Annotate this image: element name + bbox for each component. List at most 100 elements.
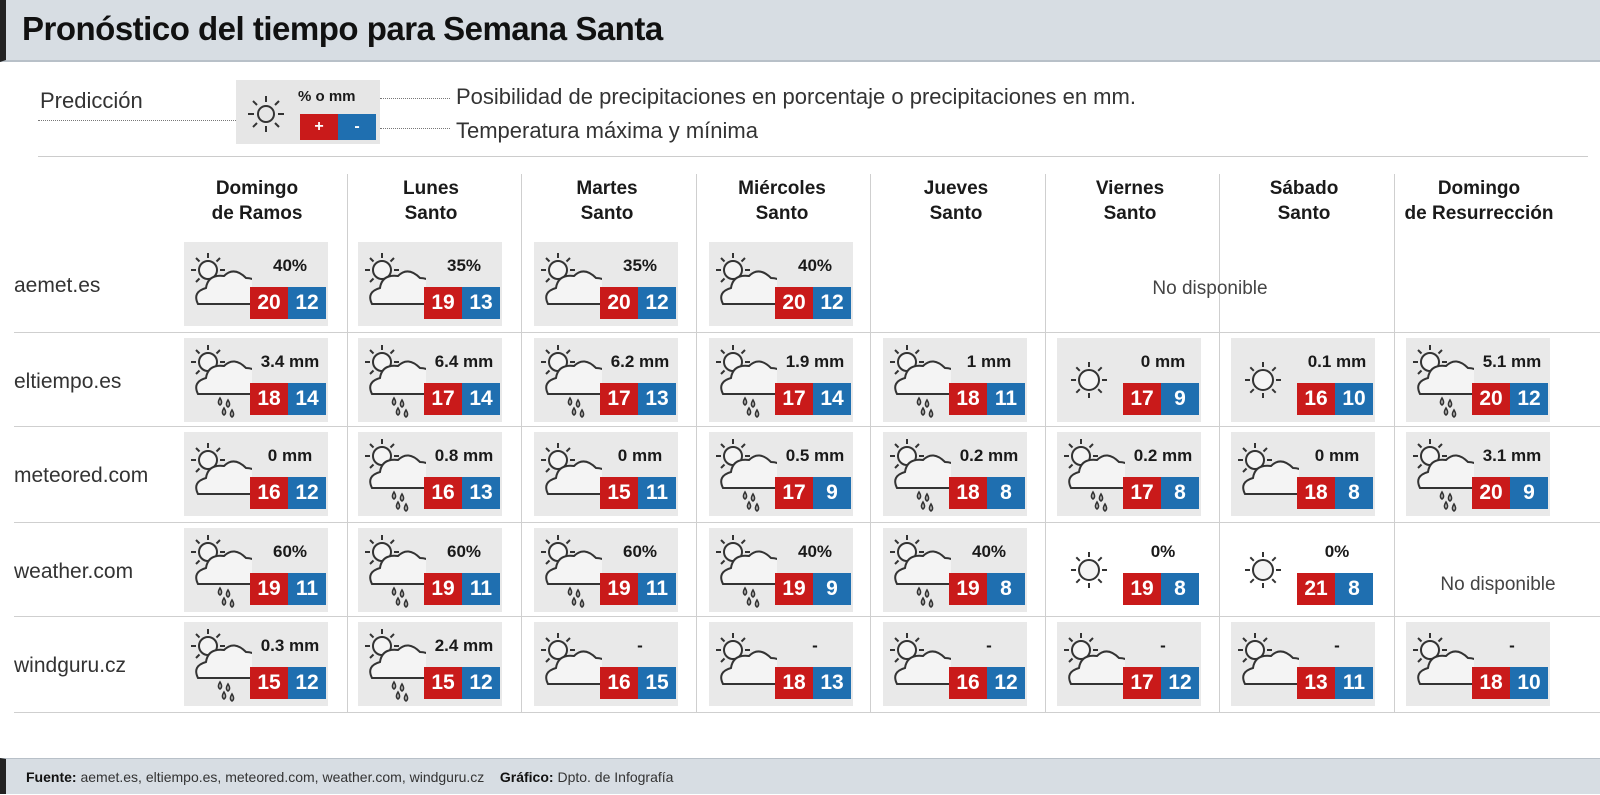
- precipitation-value: 6.2 mm: [610, 352, 670, 371]
- column-divider: [1219, 174, 1220, 712]
- legend-connector: [380, 128, 450, 129]
- precipitation-value: 0 mm: [267, 446, 313, 465]
- forecast-cell: - 18 13: [709, 622, 853, 706]
- precipitation-value: -: [1160, 636, 1166, 655]
- partly-cloudy-icon: [711, 626, 787, 704]
- precipitation-value: 0%: [1324, 542, 1350, 561]
- forecast-cell: 0 mm 15 11: [534, 432, 678, 516]
- day-header-line1: Sábado: [1269, 178, 1339, 199]
- not-available-label: No disponible: [1440, 574, 1556, 595]
- max-temp: 18: [250, 383, 288, 415]
- legend-temp-text: Temperatura máxima y mínima: [456, 118, 758, 143]
- max-temp: 16: [949, 667, 987, 699]
- day-header-line1: Jueves: [923, 178, 989, 199]
- max-temp: 19: [250, 573, 288, 605]
- precipitation-value: 1.9 mm: [785, 352, 845, 371]
- precipitation-value: 1 mm: [966, 352, 1012, 371]
- min-temp: 8: [1335, 477, 1373, 509]
- min-temp: 12: [987, 667, 1025, 699]
- partly-cloudy-icon: [885, 626, 961, 704]
- forecast-cell: 2.4 mm 15 12: [358, 622, 502, 706]
- day-header-line1: Domingo: [215, 178, 299, 199]
- min-temp: 9: [813, 477, 851, 509]
- min-temp: 15: [638, 667, 676, 699]
- min-temp: 10: [1335, 383, 1373, 415]
- precipitation-value: 60%: [272, 542, 308, 561]
- source-label: eltiempo.es: [14, 370, 122, 393]
- min-temp: 11: [1335, 667, 1373, 699]
- precipitation-value: 0 mm: [617, 446, 663, 465]
- forecast-cell: 1.9 mm 17 14: [709, 338, 853, 422]
- precipitation-value: -: [986, 636, 992, 655]
- rain-icon: [186, 626, 262, 704]
- rain-icon: [711, 342, 787, 420]
- partly-cloudy-icon: [1059, 626, 1135, 704]
- rain-icon: [536, 532, 612, 610]
- forecast-cell: - 17 12: [1057, 622, 1201, 706]
- precipitation-value: 60%: [446, 542, 482, 561]
- precipitation-value: 40%: [272, 256, 308, 275]
- min-temp: 11: [288, 573, 326, 605]
- precipitation-value: 5.1 mm: [1482, 352, 1542, 371]
- max-temp: 17: [1123, 383, 1161, 415]
- rain-icon: [536, 342, 612, 420]
- day-header-line2: de Ramos: [211, 203, 303, 224]
- forecast-cell: 1 mm 18 11: [883, 338, 1027, 422]
- forecast-cell: 0% 19 8: [1057, 528, 1201, 612]
- forecast-cell: 6.2 mm 17 13: [534, 338, 678, 422]
- min-temp: 10: [1510, 667, 1548, 699]
- rain-icon: [360, 532, 436, 610]
- forecast-cell: 35% 20 12: [534, 242, 678, 326]
- rain-icon: [885, 436, 961, 514]
- rain-icon: [360, 626, 436, 704]
- max-temp: 15: [424, 667, 462, 699]
- rain-icon: [360, 342, 436, 420]
- partly-cloudy-icon: [1408, 626, 1484, 704]
- max-temp: 18: [1297, 477, 1335, 509]
- min-temp: 8: [987, 573, 1025, 605]
- forecast-cell: 0.3 mm 15 12: [184, 622, 328, 706]
- forecast-cell: - 16 12: [883, 622, 1027, 706]
- max-temp: 19: [600, 573, 638, 605]
- rain-icon: [711, 532, 787, 610]
- max-temp: 16: [250, 477, 288, 509]
- precipitation-value: 40%: [797, 542, 833, 561]
- partly-cloudy-icon: [186, 246, 262, 324]
- max-temp: 17: [424, 383, 462, 415]
- precipitation-value: 60%: [622, 542, 658, 561]
- precipitation-value: 3.1 mm: [1482, 446, 1542, 465]
- column-divider: [870, 174, 871, 712]
- forecast-cell: 40% 20 12: [709, 242, 853, 326]
- forecast-cell: - 13 11: [1231, 622, 1375, 706]
- min-temp: 14: [462, 383, 500, 415]
- day-header-line2: Santo: [580, 203, 634, 224]
- sun-icon: [1233, 342, 1299, 420]
- rain-icon: [711, 436, 787, 514]
- max-temp: 19: [424, 287, 462, 319]
- row-divider: [14, 426, 1600, 427]
- precipitation-value: 0 mm: [1140, 352, 1186, 371]
- rain-icon: [360, 436, 436, 514]
- legend-sample-cell: % o mm + -: [236, 80, 380, 144]
- min-temp: 14: [288, 383, 326, 415]
- max-temp: 17: [1123, 477, 1161, 509]
- max-temp: 20: [1472, 383, 1510, 415]
- min-temp: 13: [462, 477, 500, 509]
- forecast-cell: 60% 19 11: [534, 528, 678, 612]
- partly-cloudy-icon: [186, 436, 262, 514]
- partly-cloudy-icon: [1233, 626, 1309, 704]
- forecast-cell: 40% 19 8: [883, 528, 1027, 612]
- min-temp: 12: [813, 287, 851, 319]
- max-temp: 18: [1472, 667, 1510, 699]
- day-header: Miércoles Santo: [695, 176, 869, 244]
- column-divider: [1045, 174, 1046, 712]
- max-temp: 15: [600, 477, 638, 509]
- source-label: meteored.com: [14, 464, 149, 487]
- footer-graphic-text: Dpto. de Infografía: [557, 769, 674, 785]
- min-temp: 13: [462, 287, 500, 319]
- rain-icon: [1408, 342, 1484, 420]
- precipitation-value: -: [812, 636, 818, 655]
- min-temp: 11: [987, 383, 1025, 415]
- day-header: Viernes Santo: [1043, 176, 1217, 244]
- max-temp: 20: [250, 287, 288, 319]
